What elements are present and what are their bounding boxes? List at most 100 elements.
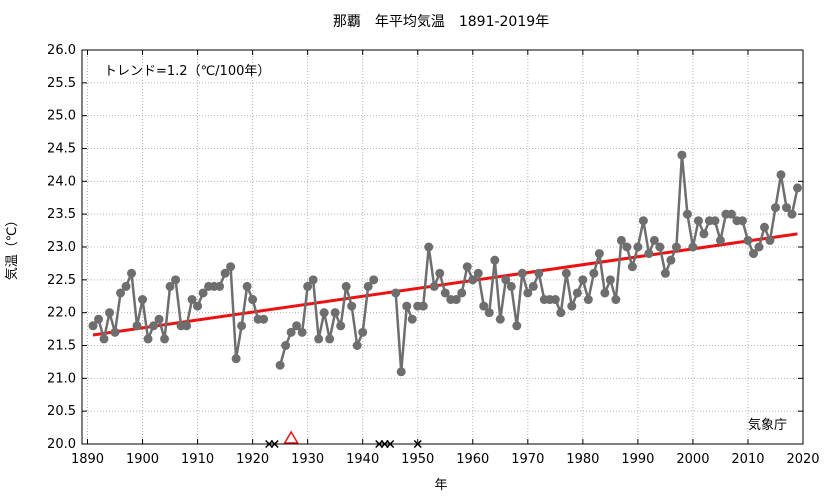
data-point [765, 235, 775, 245]
y-axis-label: 気温（℃） [4, 214, 20, 281]
data-point [528, 281, 538, 291]
data-point [479, 301, 489, 311]
trend-line [92, 232, 798, 337]
y-tick-label: 25.5 [47, 76, 76, 91]
data-point [281, 341, 291, 350]
x-tick-label: 1950 [401, 452, 434, 467]
data-point [710, 216, 720, 226]
data-point [490, 255, 500, 265]
y-tick-label: 23.0 [47, 240, 76, 255]
data-point [391, 288, 401, 298]
data-point [776, 170, 786, 180]
data-point [781, 203, 791, 213]
data-point [655, 242, 665, 252]
data-point [132, 321, 142, 331]
data-point [699, 229, 709, 239]
data-point [638, 216, 648, 226]
x-tick-label: 1960 [456, 452, 489, 467]
x-tick-label: 1900 [126, 452, 159, 467]
data-point [556, 308, 566, 318]
data-point [666, 255, 676, 265]
x-tick-label: 2020 [786, 452, 819, 467]
y-tick-label: 20.5 [47, 404, 76, 419]
y-tick-label: 25.0 [47, 109, 76, 124]
data-point [435, 268, 445, 278]
data-point [143, 334, 153, 344]
data-point [402, 301, 412, 311]
data-point [407, 314, 417, 324]
data-point [550, 295, 560, 305]
x-tick-label: 1930 [291, 452, 324, 467]
data-point [589, 268, 599, 278]
y-tick-label: 24.5 [47, 142, 76, 157]
data-point [182, 321, 192, 331]
x-tick-label: 2000 [676, 452, 709, 467]
data-point [160, 334, 170, 344]
data-point [462, 262, 472, 272]
y-tick-label: 23.5 [47, 207, 76, 222]
data-point [237, 321, 247, 331]
series-line [394, 292, 414, 372]
data-point [352, 341, 362, 350]
y-tick-label: 22.0 [47, 306, 76, 321]
y-tick-label: 20.0 [47, 437, 76, 452]
data-point [187, 295, 197, 305]
data-point [457, 288, 467, 298]
data-point [413, 301, 423, 311]
data-point [325, 334, 335, 344]
data-point [303, 281, 313, 291]
trend-layer [92, 232, 798, 337]
data-point [649, 235, 659, 245]
data-point [429, 281, 439, 291]
data-point [231, 354, 241, 364]
data-point [220, 268, 230, 278]
y-tick-label: 21.0 [47, 371, 76, 386]
data-point [275, 360, 285, 370]
triangle-marker [283, 430, 299, 444]
data-point [792, 183, 802, 193]
data-point [759, 222, 769, 232]
x-tick-label: 1990 [621, 452, 654, 467]
tick-layer: 20.0 20.5 21.0 21.5 22.0 22.5 23.0 23.5 24.0 24.5… [47, 43, 820, 467]
data-point [523, 288, 533, 298]
data-point [358, 327, 368, 337]
y-tick-label: 24.0 [47, 174, 76, 189]
data-point [121, 281, 131, 291]
data-point [99, 334, 109, 344]
data-point [171, 275, 181, 285]
data-point [198, 288, 208, 298]
data-point [440, 288, 450, 298]
data-point [622, 242, 632, 252]
x-tick-label: 1890 [71, 452, 104, 467]
data-point [248, 295, 258, 305]
data-point [319, 308, 329, 318]
y-tick-label: 22.5 [47, 273, 76, 288]
chart-title: 那覇 年平均気温 1891-2019年 [333, 14, 549, 30]
data-point [341, 281, 351, 291]
data-point [787, 209, 797, 219]
x-tick-label: 1920 [236, 452, 269, 467]
data-point [567, 301, 577, 311]
data-point [583, 295, 593, 305]
data-point [396, 367, 406, 377]
data-point [451, 295, 461, 305]
data-point [682, 209, 692, 219]
data-point [501, 275, 511, 285]
data-point [754, 242, 764, 252]
data-point [215, 281, 225, 291]
data-point [424, 242, 434, 252]
data-point [330, 308, 340, 318]
data-point [616, 235, 626, 245]
data-point [594, 249, 604, 259]
data-point [677, 150, 687, 160]
data-point [578, 275, 588, 285]
data-point [336, 321, 346, 331]
data-point [688, 242, 698, 252]
data-point [286, 327, 296, 337]
data-point [671, 242, 681, 252]
x-tick-label: 1970 [511, 452, 544, 467]
data-point [715, 235, 725, 245]
data-point [473, 268, 483, 278]
data-point [484, 308, 494, 318]
data-point [297, 327, 307, 337]
